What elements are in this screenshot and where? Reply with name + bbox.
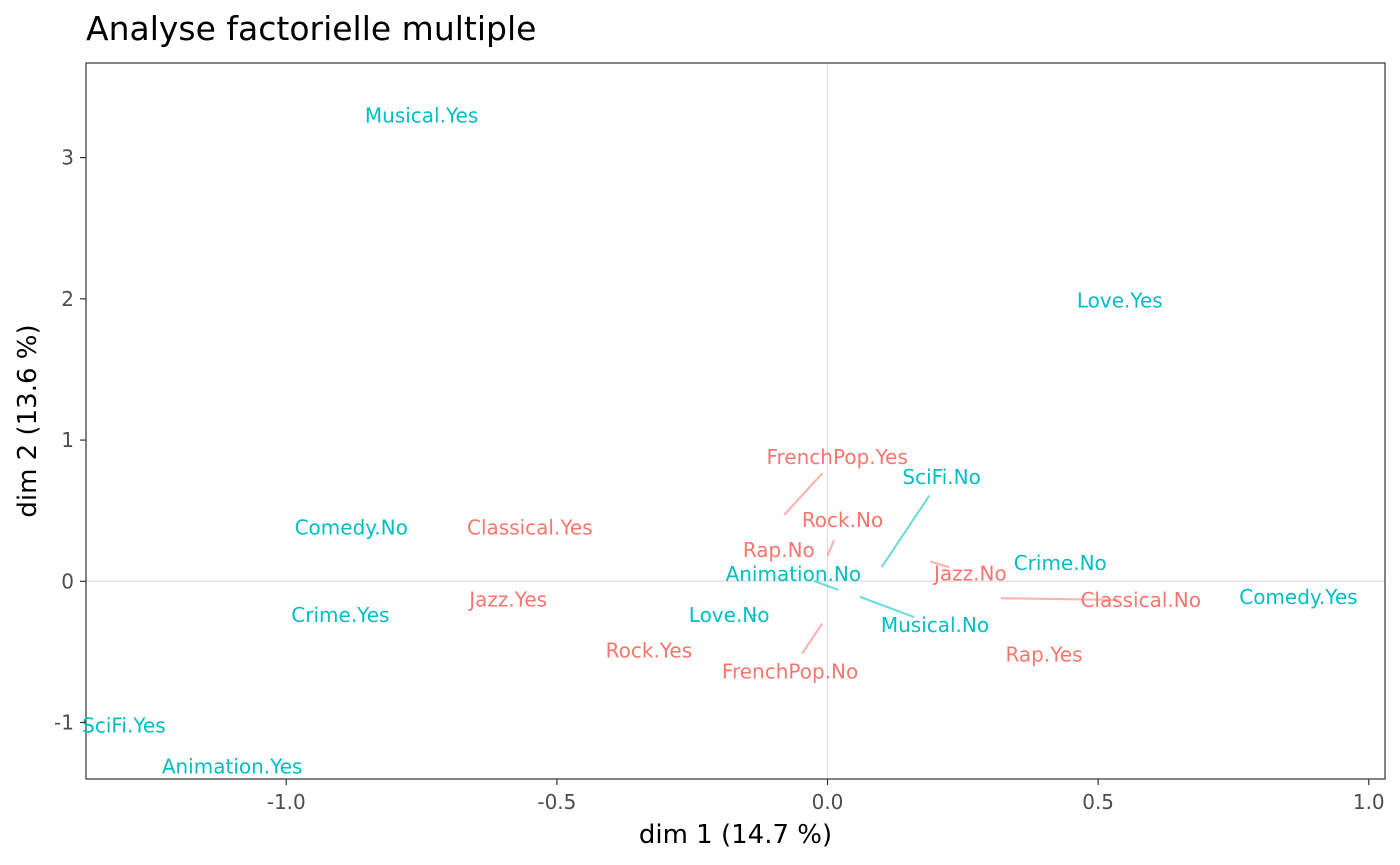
point-label-jazz-no: Jazz.No [932,562,1007,586]
y-tick-label: -1 [54,711,74,735]
y-tick-label: 2 [61,287,74,311]
y-tick-label: 1 [61,428,74,452]
x-tick-label: 1.0 [1353,790,1385,814]
point-label-musical-no: Musical.No [881,613,989,637]
label-connector [826,539,836,557]
plot-panel: Classical.Yes Classical.No FrenchPop.Yes Fr… [82,62,1386,780]
label-connector [1000,597,1119,602]
point-labels: Classical.Yes Classical.No FrenchPop.Yes Fr… [82,103,1357,778]
x-tick-label: -1.0 [267,790,306,814]
x-tick-label: 0.5 [1082,790,1114,814]
x-tick-label: -0.5 [537,790,576,814]
point-label-animation-yes: Animation.Yes [162,754,303,778]
point-label-scifi-yes: SciFi.Yes [82,713,166,737]
x-axis-title: dim 1 (14.7 %) [639,820,832,850]
y-axis: -1 0 1 2 3 [54,146,86,735]
chart-title: Analyse factorielle multiple [86,9,536,48]
x-tick-label: 0.0 [812,790,844,814]
point-label-rap-no: Rap.No [743,538,815,562]
label-connector [813,580,839,591]
y-axis-title: dim 2 (13.6 %) [13,324,43,517]
label-connector [859,595,915,619]
point-label-frenchpop-no: FrenchPop.No [722,660,858,684]
panel-border [85,62,1386,780]
point-label-crime-no: Crime.No [1014,551,1107,575]
point-label-musical-yes: Musical.Yes [365,103,478,127]
point-label-scifi-no: SciFi.No [902,465,980,489]
point-label-rap-yes: Rap.Yes [1005,643,1082,667]
point-label-comedy-no: Comedy.No [295,516,408,540]
point-label-frenchpop-yes: FrenchPop.Yes [767,445,908,469]
point-label-love-yes: Love.Yes [1077,288,1163,312]
label-connector [801,623,824,654]
point-label-rock-yes: Rock.Yes [606,638,692,662]
point-label-classical-yes: Classical.Yes [467,516,593,540]
label-connector [930,560,950,569]
point-label-classical-no: Classical.No [1080,588,1201,612]
label-connector [880,494,931,568]
point-label-rock-no: Rock.No [802,508,883,532]
point-label-jazz-yes: Jazz.Yes [467,588,547,612]
point-label-comedy-yes: Comedy.Yes [1239,585,1357,609]
point-label-crime-yes: Crime.Yes [291,603,389,627]
label-connector [783,472,824,516]
point-label-love-no: Love.No [689,603,770,627]
y-tick-label: 0 [61,569,74,593]
y-tick-label: 3 [61,146,74,170]
point-label-animation-no: Animation.No [726,562,862,586]
x-axis: -1.0 -0.5 0.0 0.5 1.0 [267,779,1385,814]
